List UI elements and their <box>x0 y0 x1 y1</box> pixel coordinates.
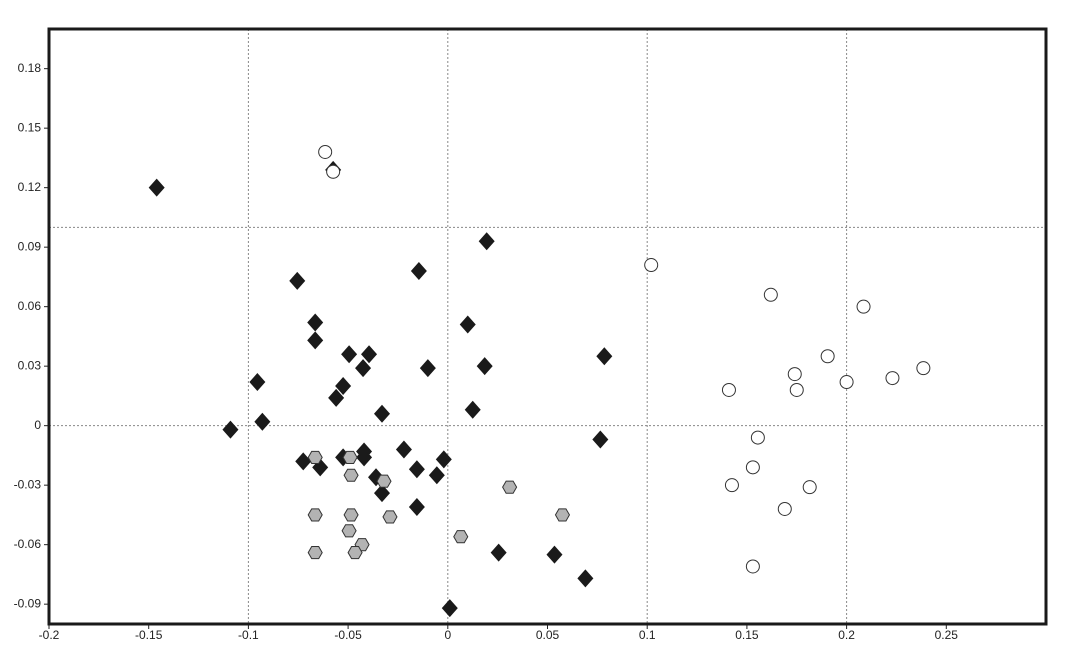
point <box>789 382 804 397</box>
y-tick-label: -0.09 <box>14 596 42 610</box>
point <box>307 450 323 464</box>
x-tick-label: 0.2 <box>838 628 855 642</box>
point <box>376 474 392 488</box>
point <box>361 345 378 364</box>
point <box>295 452 312 471</box>
point <box>373 404 390 423</box>
y-tick-label: 0.12 <box>18 180 42 194</box>
point <box>916 361 931 376</box>
point <box>326 164 341 179</box>
x-tick-label: 0.15 <box>735 628 759 642</box>
point <box>802 480 817 495</box>
point <box>148 178 165 197</box>
x-tick-label: 0.25 <box>935 628 959 642</box>
point <box>745 559 760 574</box>
plot-area <box>49 29 1046 624</box>
point <box>408 497 425 516</box>
y-tick-label: 0.06 <box>18 299 42 313</box>
y-tick-label: 0.09 <box>18 239 42 253</box>
point <box>745 460 760 475</box>
point <box>342 450 358 464</box>
point <box>343 468 359 482</box>
point <box>254 412 271 431</box>
point <box>341 345 358 364</box>
point <box>777 501 792 516</box>
point <box>395 440 412 459</box>
point <box>592 430 609 449</box>
x-tick-label: 0.1 <box>639 628 656 642</box>
point <box>459 315 476 334</box>
point <box>885 371 900 386</box>
point <box>307 313 324 332</box>
point <box>307 331 324 350</box>
point <box>249 373 266 392</box>
point <box>453 530 469 544</box>
point <box>554 508 571 522</box>
x-tick-label: -0.15 <box>135 628 163 642</box>
point <box>343 508 359 522</box>
point <box>435 450 452 469</box>
point <box>490 543 507 562</box>
point <box>476 357 493 376</box>
x-tick-label: -0.2 <box>39 628 60 642</box>
x-tick-label: 0.05 <box>536 628 560 642</box>
point <box>307 546 323 560</box>
point <box>546 545 563 564</box>
point <box>787 367 802 382</box>
point <box>222 420 239 439</box>
x-tick-label: -0.1 <box>238 628 259 642</box>
x-tick-label: -0.05 <box>334 628 362 642</box>
point <box>478 232 495 251</box>
point <box>596 347 613 366</box>
point <box>721 382 736 397</box>
point <box>382 510 398 524</box>
y-tick-label: 0.03 <box>18 358 42 372</box>
point <box>644 258 659 273</box>
y-tick-label: -0.03 <box>14 477 42 491</box>
point <box>856 299 871 314</box>
point <box>289 271 306 290</box>
point <box>820 349 835 364</box>
point <box>502 480 518 494</box>
plot-frame <box>47 27 1048 626</box>
point <box>724 478 739 493</box>
point <box>341 524 357 538</box>
point <box>410 261 427 280</box>
point <box>356 448 373 467</box>
point <box>318 144 333 159</box>
point <box>464 400 481 419</box>
point <box>347 546 363 560</box>
y-tick-label: -0.06 <box>14 537 42 551</box>
point <box>750 430 765 445</box>
y-tick-label: 0.18 <box>18 61 42 75</box>
x-tick-label: 0 <box>444 628 451 642</box>
point <box>763 287 778 302</box>
point <box>408 460 425 479</box>
point <box>839 375 854 390</box>
y-tick-label: 0.15 <box>18 120 42 134</box>
point <box>355 359 372 378</box>
point <box>328 388 345 407</box>
point <box>307 508 323 522</box>
point <box>335 377 352 395</box>
point <box>441 599 458 618</box>
point <box>373 484 390 503</box>
point <box>428 466 445 485</box>
point <box>577 569 594 588</box>
y-tick-label: 0 <box>34 418 41 432</box>
point <box>419 359 436 378</box>
